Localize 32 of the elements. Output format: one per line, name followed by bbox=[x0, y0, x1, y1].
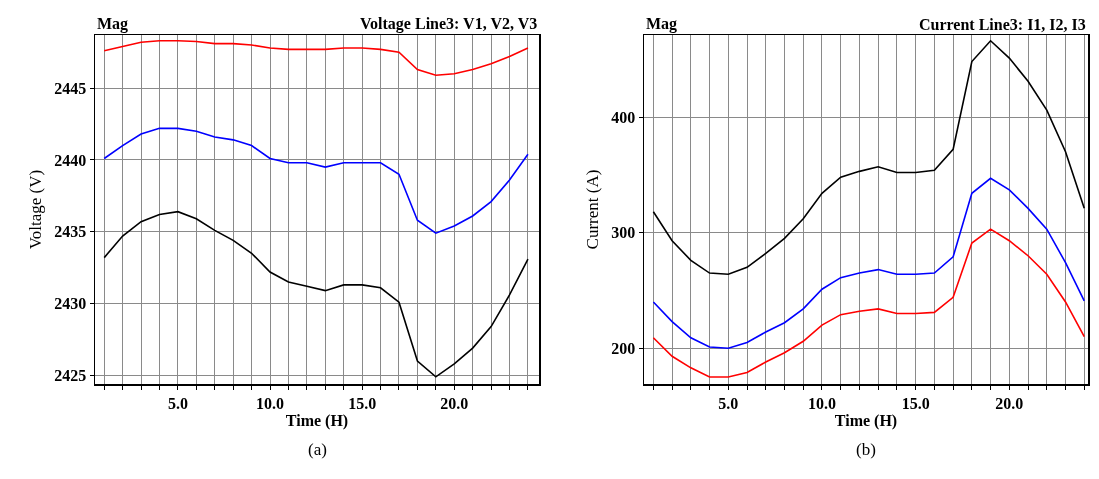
line-series bbox=[103, 210, 529, 378]
line-series bbox=[652, 177, 1086, 349]
text: Mag bbox=[97, 15, 129, 33]
x-tick-label: 10.0 bbox=[256, 394, 285, 412]
y-tick-label: 2445 bbox=[54, 79, 87, 97]
x-tick-label: 15.0 bbox=[348, 394, 377, 412]
y-tick-label: 400 bbox=[611, 108, 636, 126]
x-tick-label: 15.0 bbox=[901, 394, 930, 412]
text: (b) bbox=[856, 440, 876, 459]
x-tick-label: 20.0 bbox=[995, 394, 1024, 412]
x-tick-label: 5.0 bbox=[167, 394, 188, 412]
y-tick-label: 2440 bbox=[54, 151, 87, 169]
y-tick-label: 200 bbox=[611, 339, 636, 357]
y-tick-label: 2435 bbox=[54, 223, 87, 241]
x-tick-label: 10.0 bbox=[807, 394, 836, 412]
line-series bbox=[103, 39, 529, 77]
x-axis-title: Time (H) bbox=[285, 412, 349, 431]
y-axis-title: Voltage (V) bbox=[26, 169, 46, 250]
y-tick-label: 300 bbox=[611, 224, 636, 242]
y-axis-title: Current (A) bbox=[583, 169, 603, 250]
line-series bbox=[652, 228, 1086, 378]
line-series bbox=[103, 127, 529, 234]
x-tick-label: 20.0 bbox=[440, 394, 469, 412]
text: Mag bbox=[646, 15, 678, 33]
line-series bbox=[652, 39, 1086, 276]
y-tick-label: 2425 bbox=[54, 366, 87, 384]
y-tick-label: 2430 bbox=[54, 295, 87, 313]
x-tick-label: 5.0 bbox=[718, 394, 739, 412]
chart-title: Current Line3: I1, I2, I3 bbox=[919, 16, 1086, 33]
x-axis-title: Time (H) bbox=[834, 412, 898, 431]
text: (a) bbox=[308, 440, 327, 459]
chart-title: Voltage Line3: V1, V2, V3 bbox=[360, 15, 538, 33]
